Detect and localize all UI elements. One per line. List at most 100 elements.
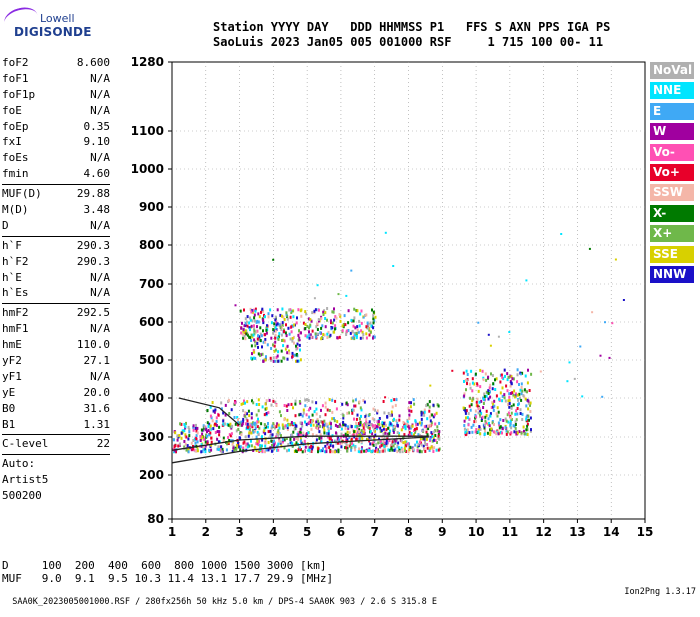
echo-point	[239, 309, 242, 313]
echo-point	[275, 425, 278, 429]
echo-point	[414, 443, 417, 447]
echo-point	[487, 417, 490, 421]
echo-point	[356, 426, 359, 430]
echo-point	[508, 399, 511, 402]
echo-point	[338, 423, 341, 427]
echo-point	[373, 418, 376, 422]
echo-point	[349, 444, 352, 448]
echo-point	[299, 431, 302, 435]
echo-point	[380, 449, 383, 453]
echo-point	[251, 352, 253, 356]
echo-point	[307, 431, 310, 435]
echo-point	[341, 402, 344, 406]
echo-point	[374, 433, 377, 437]
echo-point-sparse	[384, 396, 387, 399]
echo-point	[218, 433, 221, 437]
echo-point	[214, 431, 217, 434]
echo-point	[515, 418, 518, 422]
echo-point	[432, 415, 435, 419]
echo-point	[481, 369, 484, 373]
echo-point	[192, 424, 195, 428]
echo-point	[243, 331, 246, 335]
echo-point	[351, 434, 354, 437]
echo-point	[338, 313, 341, 316]
echo-point	[361, 423, 364, 427]
echo-point	[437, 448, 440, 452]
echo-point	[526, 424, 529, 428]
echo-point	[431, 433, 434, 437]
logo-digisonde-text: DIGISONDE	[14, 25, 92, 39]
y-tick-label: 1280	[131, 55, 164, 69]
echo-point	[250, 333, 253, 337]
echo-point	[501, 386, 504, 390]
echo-point	[416, 440, 418, 444]
echo-point	[218, 430, 221, 434]
echo-point	[252, 430, 255, 434]
echo-point	[436, 428, 439, 432]
echo-point	[331, 326, 334, 330]
echo-point	[378, 450, 381, 454]
echo-point	[209, 431, 212, 435]
echo-point	[278, 332, 281, 336]
echo-point	[420, 450, 423, 454]
echo-point	[240, 402, 243, 406]
echo-point	[213, 422, 216, 426]
echo-point	[344, 446, 347, 450]
echo-point	[283, 438, 286, 442]
echo-point	[324, 317, 327, 320]
echo-point	[257, 345, 259, 349]
echo-point	[253, 324, 255, 328]
echo-point	[316, 426, 319, 430]
echo-point	[254, 423, 257, 427]
param-name: h`E	[2, 270, 22, 284]
echo-point	[525, 417, 528, 421]
echo-point	[470, 369, 473, 373]
x-tick-label: 15	[637, 525, 654, 539]
y-tick-label: 800	[139, 238, 164, 252]
echo-point	[245, 320, 248, 324]
echo-point	[289, 315, 292, 319]
echo-point	[283, 404, 286, 407]
echo-point	[342, 416, 345, 420]
echo-scatter-group	[172, 231, 625, 454]
echo-point	[318, 430, 321, 434]
echo-point	[269, 356, 272, 360]
echo-point	[509, 416, 512, 420]
echo-point	[388, 448, 391, 452]
echo-point	[261, 307, 264, 311]
echo-point	[529, 416, 532, 420]
echo-point	[204, 444, 207, 448]
x-tick-label: 4	[269, 525, 277, 539]
echo-point	[476, 397, 479, 401]
echo-point	[200, 428, 203, 432]
echo-point	[383, 441, 386, 445]
echo-point	[225, 448, 228, 452]
param-name: MUF(D)	[2, 187, 42, 201]
echo-point	[267, 411, 270, 415]
echo-point	[374, 449, 377, 453]
echo-point	[300, 433, 303, 437]
echo-point	[477, 389, 480, 393]
echo-point	[407, 424, 410, 428]
echo-point	[349, 424, 352, 428]
echo-point	[353, 331, 356, 335]
echo-point	[385, 442, 388, 446]
echo-point	[267, 425, 269, 429]
echo-point	[374, 424, 377, 428]
echo-point	[306, 432, 309, 436]
echo-point-sparse	[497, 335, 500, 338]
echo-point	[301, 450, 304, 454]
echo-point	[351, 408, 354, 412]
echo-point	[363, 400, 366, 404]
echo-point	[402, 441, 405, 445]
echo-point	[527, 399, 530, 403]
echo-point	[323, 428, 326, 432]
echo-point	[313, 410, 316, 414]
echo-point-sparse	[611, 322, 614, 325]
echo-point	[530, 372, 533, 376]
echo-point	[264, 450, 266, 454]
echo-point	[322, 447, 324, 451]
echo-point	[333, 419, 336, 423]
echo-point	[363, 449, 366, 453]
y-tick-label: 1100	[131, 124, 164, 138]
